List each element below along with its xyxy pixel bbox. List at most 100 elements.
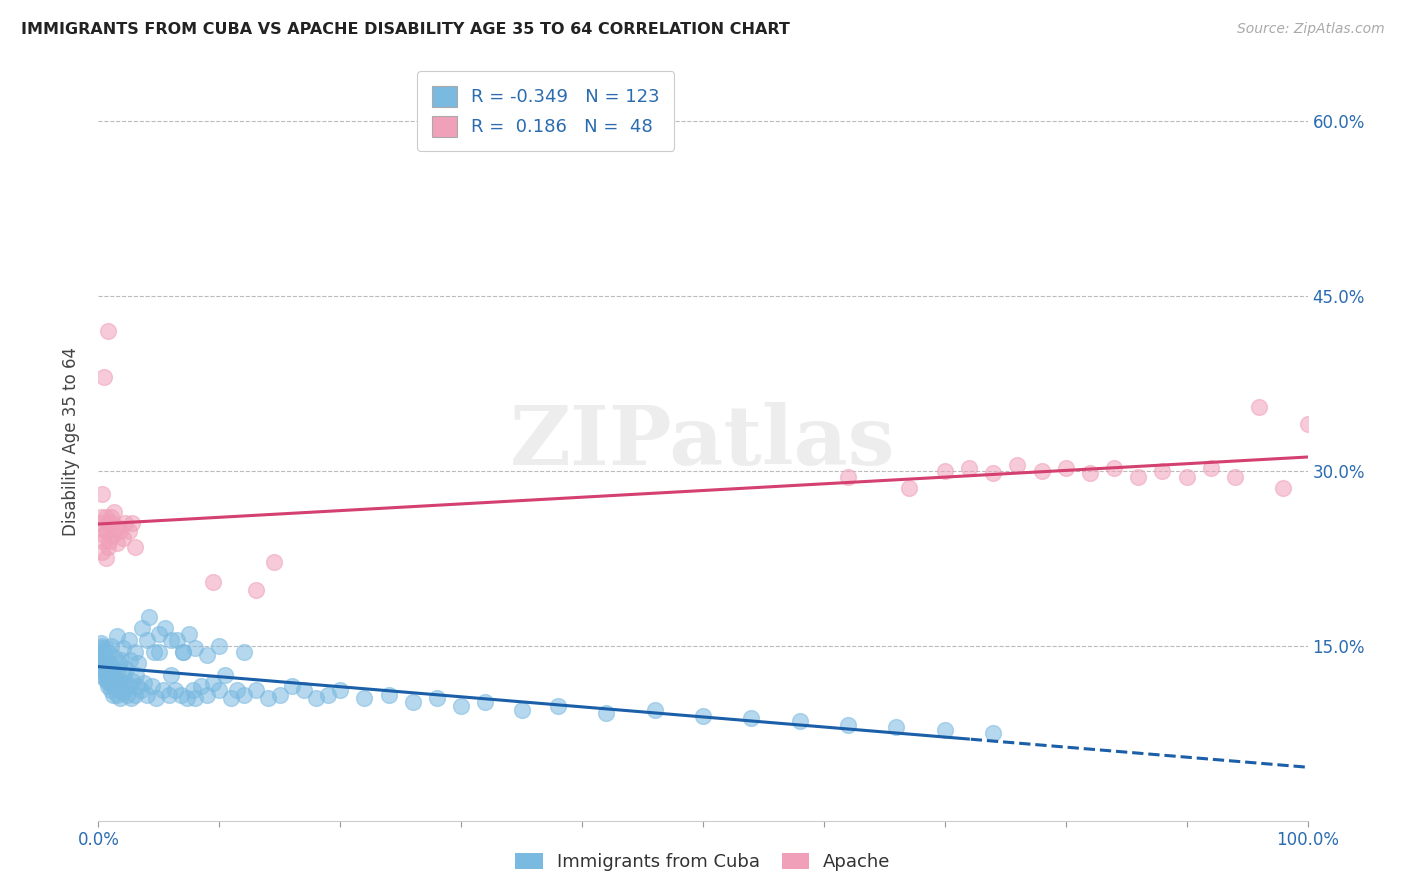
Text: ZIPatlas: ZIPatlas	[510, 401, 896, 482]
Point	[692, 708, 714, 723]
Point	[897, 481, 920, 495]
Point	[124, 688, 146, 702]
Point	[96, 653, 118, 667]
Point	[100, 668, 122, 682]
Point	[94, 551, 117, 566]
Point	[184, 640, 207, 655]
Legend: R = -0.349   N = 123, R =  0.186   N =  48: R = -0.349 N = 123, R = 0.186 N = 48	[418, 71, 675, 151]
Point	[160, 632, 183, 647]
Point	[152, 683, 174, 698]
Point	[510, 703, 533, 717]
Point	[163, 683, 186, 698]
Point	[124, 644, 146, 658]
Point	[89, 516, 111, 531]
Point	[329, 683, 352, 698]
Point	[108, 524, 131, 539]
Point	[107, 680, 129, 694]
Point	[143, 644, 166, 658]
Point	[202, 676, 225, 690]
Point	[208, 639, 231, 653]
Point	[97, 644, 120, 658]
Point	[1272, 481, 1295, 495]
Point	[148, 644, 170, 658]
Point	[114, 516, 136, 531]
Point	[316, 688, 339, 702]
Point	[153, 621, 176, 635]
Point	[202, 574, 225, 589]
Point	[281, 680, 304, 694]
Point	[1031, 464, 1053, 478]
Point	[172, 644, 194, 658]
Point	[91, 668, 114, 682]
Point	[644, 703, 666, 717]
Point	[256, 691, 278, 706]
Point	[97, 665, 120, 679]
Point	[353, 691, 375, 706]
Point	[91, 639, 114, 653]
Point	[402, 695, 425, 709]
Point	[208, 683, 231, 698]
Point	[981, 466, 1004, 480]
Point	[108, 691, 131, 706]
Point	[111, 532, 134, 546]
Point	[89, 656, 111, 670]
Point	[305, 691, 328, 706]
Point	[98, 533, 121, 548]
Point	[108, 673, 131, 688]
Point	[125, 668, 148, 682]
Point	[934, 723, 956, 737]
Point	[103, 504, 125, 518]
Point	[93, 662, 115, 676]
Point	[1128, 469, 1150, 483]
Point	[1296, 417, 1319, 431]
Point	[91, 545, 114, 559]
Point	[103, 650, 125, 665]
Point	[117, 688, 139, 702]
Point	[195, 648, 218, 662]
Point	[93, 528, 115, 542]
Point	[96, 524, 118, 539]
Point	[1249, 400, 1271, 414]
Point	[957, 461, 980, 475]
Point	[91, 533, 114, 548]
Point	[110, 653, 132, 667]
Point	[1152, 464, 1174, 478]
Point	[1102, 461, 1125, 475]
Point	[104, 671, 127, 685]
Point	[94, 668, 117, 682]
Point	[157, 688, 180, 702]
Point	[176, 691, 198, 706]
Point	[1054, 461, 1077, 475]
Point	[934, 464, 956, 478]
Point	[127, 680, 149, 694]
Point	[121, 516, 143, 531]
Point	[426, 691, 449, 706]
Point	[226, 683, 249, 698]
Text: IMMIGRANTS FROM CUBA VS APACHE DISABILITY AGE 35 TO 64 CORRELATION CHART: IMMIGRANTS FROM CUBA VS APACHE DISABILIT…	[21, 22, 790, 37]
Point	[114, 676, 136, 690]
Point	[94, 510, 117, 524]
Point	[148, 627, 170, 641]
Point	[118, 680, 141, 694]
Point	[179, 627, 201, 641]
Point	[91, 659, 114, 673]
Point	[141, 680, 163, 694]
Point	[105, 536, 128, 550]
Point	[145, 691, 167, 706]
Point	[837, 469, 859, 483]
Point	[232, 644, 254, 658]
Point	[115, 662, 138, 676]
Point	[124, 540, 146, 554]
Point	[184, 691, 207, 706]
Point	[91, 656, 114, 670]
Point	[97, 680, 120, 694]
Point	[105, 688, 128, 702]
Point	[118, 653, 141, 667]
Point	[1199, 461, 1222, 475]
Point	[98, 676, 121, 690]
Point	[214, 668, 236, 682]
Point	[101, 662, 124, 676]
Point	[547, 699, 569, 714]
Point	[134, 676, 156, 690]
Point	[127, 656, 149, 670]
